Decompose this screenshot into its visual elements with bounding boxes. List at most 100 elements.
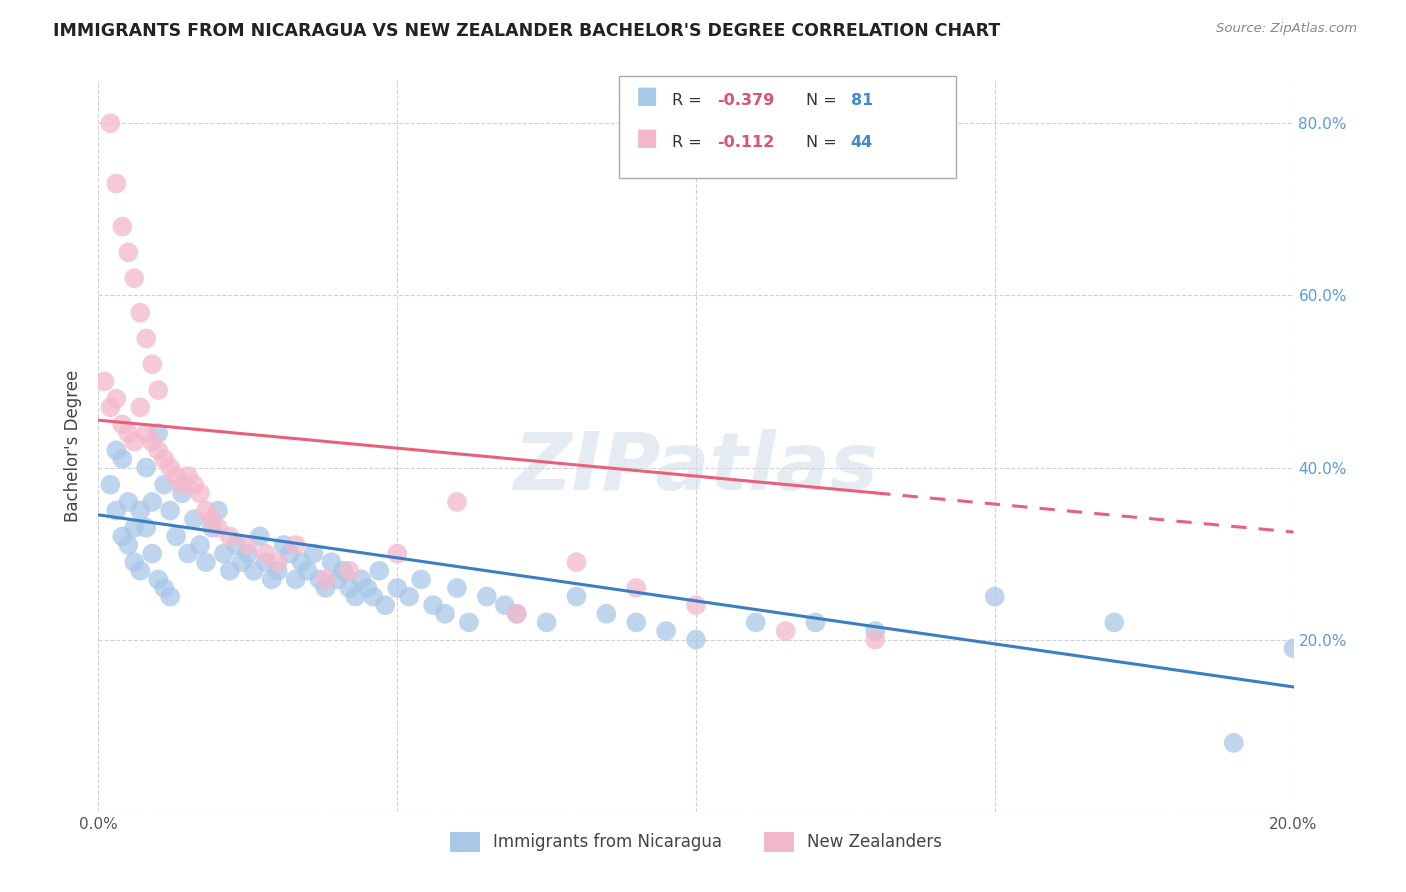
Point (195, 503, 218, 517)
Point (446, 581, 468, 595)
Text: ZIPatlas: ZIPatlas (513, 429, 879, 507)
Point (117, 538, 139, 552)
Point (219, 529, 242, 543)
Text: -0.112: -0.112 (717, 136, 775, 150)
Text: ■: ■ (636, 85, 658, 108)
Point (506, 607, 529, 621)
Point (284, 538, 307, 552)
Point (141, 357, 163, 371)
Point (98, 477, 122, 491)
Point (129, 503, 152, 517)
Point (865, 632, 887, 647)
Point (350, 573, 373, 587)
Point (385, 581, 409, 595)
Point (385, 547, 409, 561)
Point (201, 521, 224, 535)
Point (201, 512, 224, 526)
Point (332, 564, 354, 578)
Point (111, 451, 134, 466)
Point (159, 503, 181, 517)
Point (165, 529, 187, 543)
Point (339, 564, 361, 578)
Point (111, 529, 134, 543)
Point (565, 590, 588, 604)
Point (177, 469, 200, 483)
Point (141, 547, 163, 561)
Point (236, 547, 259, 561)
Point (267, 564, 290, 578)
Point (183, 512, 205, 526)
Point (398, 590, 420, 604)
Point (236, 538, 259, 552)
Point (129, 564, 152, 578)
Point (775, 624, 797, 638)
Point (434, 607, 457, 621)
Point (153, 581, 176, 595)
Point (685, 632, 707, 647)
Point (1104, 615, 1126, 630)
Point (148, 573, 170, 587)
Y-axis label: Bachelor's Degree: Bachelor's Degree (65, 370, 83, 522)
Point (315, 573, 337, 587)
Point (111, 417, 134, 432)
Point (278, 547, 301, 561)
Point (475, 590, 498, 604)
Point (165, 469, 187, 483)
Point (93, 375, 115, 389)
Point (98, 401, 122, 415)
Point (159, 460, 181, 475)
Point (494, 598, 516, 612)
Point (172, 486, 194, 500)
Point (124, 271, 146, 285)
Point (219, 564, 242, 578)
Text: 44: 44 (851, 136, 873, 150)
Point (260, 573, 283, 587)
Point (117, 245, 139, 260)
Point (984, 590, 1007, 604)
Point (254, 555, 277, 569)
Point (225, 538, 247, 552)
Point (124, 555, 146, 569)
Point (111, 219, 134, 234)
Text: N =: N = (806, 136, 842, 150)
Point (344, 590, 367, 604)
Point (105, 443, 128, 458)
Point (105, 177, 128, 191)
Point (1223, 736, 1246, 750)
Point (207, 503, 229, 517)
Point (411, 573, 433, 587)
Point (177, 547, 200, 561)
Point (105, 503, 128, 517)
Point (148, 443, 170, 458)
Point (135, 460, 157, 475)
Point (153, 477, 176, 491)
Point (804, 615, 827, 630)
Point (302, 547, 325, 561)
Point (243, 564, 266, 578)
Point (267, 555, 290, 569)
Point (129, 401, 152, 415)
Point (135, 426, 157, 441)
Point (212, 547, 235, 561)
Point (188, 538, 211, 552)
Point (446, 495, 468, 509)
Point (368, 564, 391, 578)
Point (148, 426, 170, 441)
Point (172, 477, 194, 491)
Text: R =: R = (672, 94, 707, 108)
Point (321, 555, 343, 569)
Point (284, 573, 307, 587)
Point (207, 521, 229, 535)
Point (135, 331, 157, 345)
Text: R =: R = (672, 136, 707, 150)
Point (183, 477, 205, 491)
Point (565, 555, 588, 569)
Text: -0.379: -0.379 (717, 94, 775, 108)
Point (141, 434, 163, 449)
Point (148, 383, 170, 397)
Point (308, 573, 330, 587)
Point (153, 451, 176, 466)
Point (159, 590, 181, 604)
Point (297, 564, 319, 578)
Point (291, 555, 314, 569)
